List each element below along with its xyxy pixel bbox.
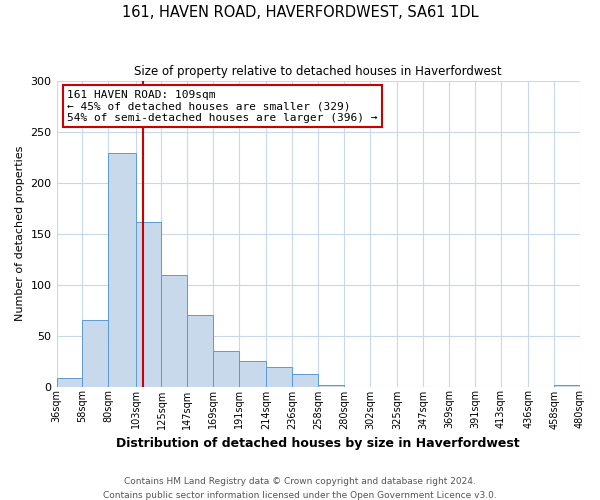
X-axis label: Distribution of detached houses by size in Haverfordwest: Distribution of detached houses by size … xyxy=(116,437,520,450)
Bar xyxy=(161,276,187,386)
Text: 161, HAVEN ROAD, HAVERFORDWEST, SA61 1DL: 161, HAVEN ROAD, HAVERFORDWEST, SA61 1DL xyxy=(122,5,478,20)
Y-axis label: Number of detached properties: Number of detached properties xyxy=(15,146,25,321)
Bar xyxy=(109,153,136,386)
Text: 161 HAVEN ROAD: 109sqm
← 45% of detached houses are smaller (329)
54% of semi-de: 161 HAVEN ROAD: 109sqm ← 45% of detached… xyxy=(67,90,377,123)
Bar xyxy=(214,351,239,386)
Bar xyxy=(82,320,109,386)
Bar xyxy=(187,315,214,386)
Text: Contains HM Land Registry data © Crown copyright and database right 2024.
Contai: Contains HM Land Registry data © Crown c… xyxy=(103,478,497,500)
Title: Size of property relative to detached houses in Haverfordwest: Size of property relative to detached ho… xyxy=(134,65,502,78)
Bar xyxy=(136,222,161,386)
Bar xyxy=(266,367,292,386)
Bar xyxy=(56,378,82,386)
Bar xyxy=(239,361,266,386)
Bar xyxy=(292,374,318,386)
